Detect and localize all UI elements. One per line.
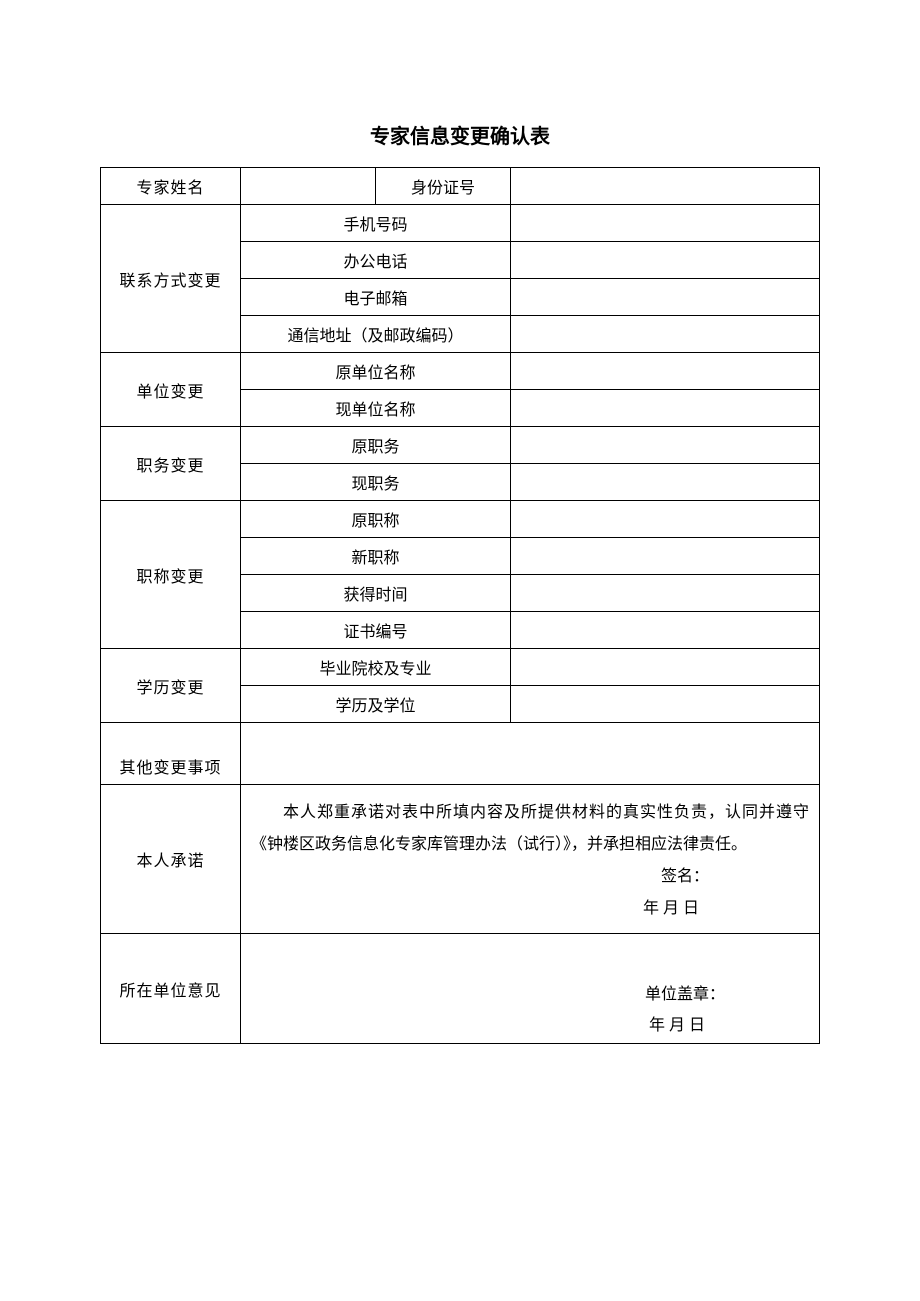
- label-contact-change: 联系方式变更: [101, 205, 241, 353]
- label-original-unit: 原单位名称: [241, 353, 511, 390]
- value-current-position[interactable]: [511, 464, 820, 501]
- value-new-title[interactable]: [511, 538, 820, 575]
- value-id-number[interactable]: [511, 168, 820, 205]
- unit-opinion-cell: 单位盖章： 年 月 日: [241, 934, 820, 1044]
- unit-seal-label: 单位盖章：: [645, 986, 725, 1003]
- label-mailing-address: 通信地址（及邮政编码）: [241, 316, 511, 353]
- label-id-number: 身份证号: [376, 168, 511, 205]
- value-expert-name[interactable]: [241, 168, 376, 205]
- value-obtained-time[interactable]: [511, 575, 820, 612]
- label-other-changes: 其他变更事项: [101, 723, 241, 785]
- label-current-unit: 现单位名称: [241, 390, 511, 427]
- label-expert-name: 专家姓名: [101, 168, 241, 205]
- label-current-position: 现职务: [241, 464, 511, 501]
- label-education-change: 学历变更: [101, 649, 241, 723]
- value-certificate-number[interactable]: [511, 612, 820, 649]
- label-education-degree: 学历及学位: [241, 686, 511, 723]
- label-office-phone: 办公电话: [241, 242, 511, 279]
- label-school-major: 毕业院校及专业: [241, 649, 511, 686]
- value-mobile[interactable]: [511, 205, 820, 242]
- commitment-cell: 本人郑重承诺对表中所填内容及所提供材料的真实性负责，认同并遵守《钟楼区政务信息化…: [241, 785, 820, 934]
- label-title-change: 职称变更: [101, 501, 241, 649]
- commitment-text: 本人郑重承诺对表中所填内容及所提供材料的真实性负责，认同并遵守《钟楼区政务信息化…: [251, 797, 809, 861]
- expert-info-table: 专家姓名 身份证号 联系方式变更 手机号码 办公电话 电子邮箱 通信地址（及邮政…: [100, 167, 820, 1044]
- value-school-major[interactable]: [511, 649, 820, 686]
- label-original-title: 原职称: [241, 501, 511, 538]
- label-email: 电子邮箱: [241, 279, 511, 316]
- label-unit-opinion: 所在单位意见: [101, 934, 241, 1044]
- label-certificate-number: 证书编号: [241, 612, 511, 649]
- value-original-title[interactable]: [511, 501, 820, 538]
- form-title: 专家信息变更确认表: [100, 120, 820, 149]
- label-unit-change: 单位变更: [101, 353, 241, 427]
- value-original-unit[interactable]: [511, 353, 820, 390]
- commitment-date-label: 年 月 日: [643, 900, 699, 917]
- signature-label: 签名：: [661, 868, 709, 885]
- value-mailing-address[interactable]: [511, 316, 820, 353]
- label-self-commitment: 本人承诺: [101, 785, 241, 934]
- label-original-position: 原职务: [241, 427, 511, 464]
- value-email[interactable]: [511, 279, 820, 316]
- label-obtained-time: 获得时间: [241, 575, 511, 612]
- value-office-phone[interactable]: [511, 242, 820, 279]
- value-education-degree[interactable]: [511, 686, 820, 723]
- value-original-position[interactable]: [511, 427, 820, 464]
- label-new-title: 新职称: [241, 538, 511, 575]
- value-current-unit[interactable]: [511, 390, 820, 427]
- label-position-change: 职务变更: [101, 427, 241, 501]
- label-mobile: 手机号码: [241, 205, 511, 242]
- value-other-changes[interactable]: [241, 723, 820, 785]
- unit-date-label: 年 月 日: [649, 1017, 705, 1034]
